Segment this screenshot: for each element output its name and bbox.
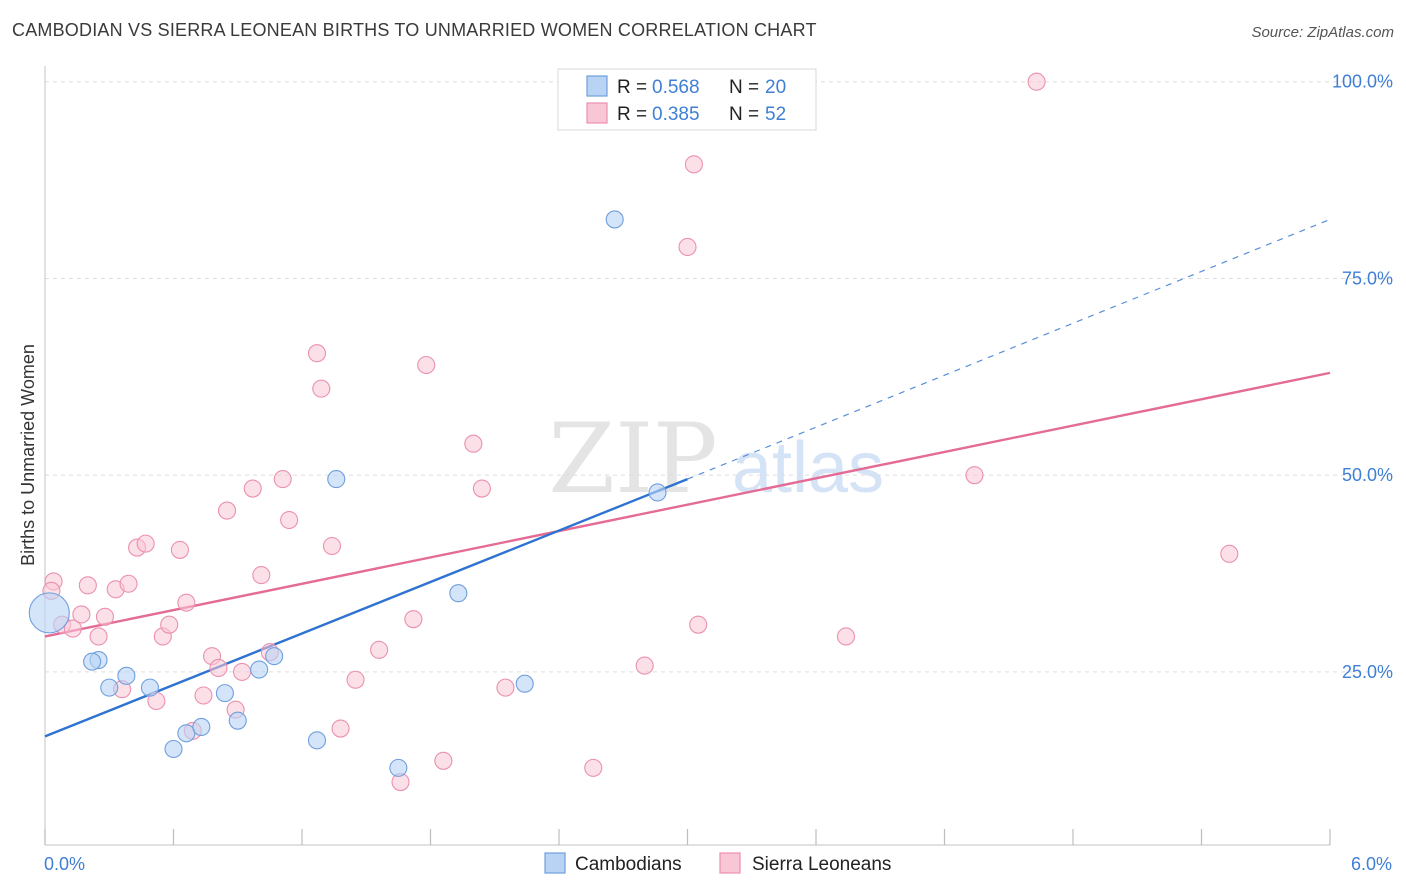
legend-bottom-swatch-cambodians	[544, 852, 566, 874]
point-sierra-leoneans	[280, 510, 299, 530]
legend-r-value-sierra: 0.385	[652, 104, 700, 125]
point-cambodians	[100, 678, 119, 697]
x-ticks	[44, 829, 1331, 845]
point-sierra-leoneans	[78, 576, 97, 595]
y-axis-label: Births to Unmarried Women	[18, 344, 38, 566]
point-sierra-leoneans	[496, 678, 515, 697]
point-cambodians	[117, 666, 136, 685]
x-tick-label: 0.0%	[44, 854, 85, 874]
watermark-atlas: atlas	[732, 428, 884, 508]
legend-r-label-sierra: R =	[617, 104, 647, 125]
y-tick-label: 100.0%	[1332, 72, 1393, 92]
legend-bottom-label-cambodians: Cambodians	[575, 854, 682, 875]
point-sierra-leoneans	[273, 470, 292, 489]
point-cambodians	[83, 652, 102, 671]
point-sierra-leoneans	[119, 574, 138, 593]
point-cambodians	[250, 660, 269, 679]
point-sierra-leoneans	[307, 344, 327, 363]
legend-n-value-cambodians: 20	[765, 77, 786, 98]
point-sierra-leoneans	[684, 155, 703, 174]
legend-top: R = 0.568 N = 20 R = 0.385 N = 52	[557, 68, 817, 131]
trendline-sierra-leoneans	[44, 371, 1331, 638]
point-sierra-leoneans	[331, 719, 350, 738]
point-sierra-leoneans	[89, 627, 108, 646]
y-tick-label: 75.0%	[1342, 268, 1393, 288]
legend-r-value-cambodians: 0.568	[652, 77, 700, 98]
point-sierra-leoneans	[1220, 544, 1239, 563]
data-points	[28, 72, 1239, 792]
point-sierra-leoneans	[312, 379, 331, 398]
point-sierra-leoneans	[417, 355, 436, 375]
point-sierra-leoneans	[72, 605, 91, 624]
point-sierra-leoneans	[136, 534, 155, 553]
point-cambodians	[648, 483, 667, 502]
trendline-cambodians-projection	[687, 218, 1331, 480]
point-cambodians	[515, 674, 534, 693]
y-tick-labels: 25.0% 50.0% 75.0% 100.0%	[1332, 72, 1393, 682]
point-sierra-leoneans	[635, 656, 654, 675]
x-tick-label: 6.0%	[1351, 854, 1392, 874]
legend-bottom-label-sierra: Sierra Leoneans	[752, 854, 891, 875]
point-cambodians	[265, 647, 284, 666]
point-cambodians	[228, 711, 247, 730]
point-cambodians	[192, 717, 211, 737]
point-sierra-leoneans	[346, 670, 365, 689]
point-sierra-leoneans	[464, 434, 483, 453]
legend-swatch-sierra	[586, 102, 608, 124]
point-sierra-leoneans	[95, 607, 115, 626]
point-sierra-leoneans	[1027, 72, 1046, 91]
point-sierra-leoneans	[370, 640, 389, 659]
legend-n-label-sierra: N =	[729, 104, 759, 125]
y-tick-label: 25.0%	[1342, 662, 1393, 682]
point-cambodians	[605, 210, 624, 229]
legend-r-label-cambodians: R =	[617, 77, 647, 98]
point-cambodians	[449, 584, 468, 603]
legend-swatch-cambodians	[586, 75, 608, 97]
point-sierra-leoneans	[232, 662, 252, 681]
point-sierra-leoneans	[322, 536, 342, 556]
point-sierra-leoneans	[252, 566, 271, 585]
legend-n-label-cambodians: N =	[729, 77, 759, 98]
legend-bottom-swatch-sierra	[719, 852, 741, 874]
point-cambodians	[140, 678, 159, 697]
point-sierra-leoneans	[217, 501, 237, 520]
point-sierra-leoneans	[177, 593, 196, 612]
point-sierra-leoneans	[965, 466, 984, 485]
grid-lines	[45, 81, 1392, 673]
point-sierra-leoneans	[404, 610, 423, 629]
source-label: Source: ZipAtlas.com	[1251, 24, 1394, 41]
point-cambodians	[307, 731, 327, 750]
point-cambodians	[327, 470, 346, 489]
point-sierra-leoneans	[243, 479, 262, 498]
point-cambodians	[389, 758, 408, 777]
point-sierra-leoneans	[472, 479, 491, 498]
point-sierra-leoneans	[678, 237, 697, 257]
point-sierra-leoneans	[160, 615, 179, 634]
x-tick-labels: 0.0% 6.0%	[44, 854, 1392, 874]
chart-title: CAMBODIAN VS SIERRA LEONEAN BIRTHS TO UN…	[12, 20, 817, 40]
point-sierra-leoneans	[170, 540, 189, 559]
point-sierra-leoneans	[836, 627, 856, 646]
watermark-zip: ZIP	[548, 403, 717, 515]
point-cambodians	[28, 592, 70, 634]
legend-bottom: Cambodians Sierra Leoneans	[544, 852, 891, 875]
trendline-cambodians	[44, 477, 688, 738]
point-cambodians	[164, 739, 183, 759]
point-sierra-leoneans	[63, 619, 82, 638]
point-sierra-leoneans	[194, 686, 213, 705]
legend-n-value-sierra: 52	[765, 104, 786, 125]
point-sierra-leoneans	[209, 658, 228, 678]
y-tick-label: 50.0%	[1342, 465, 1393, 485]
point-cambodians	[215, 684, 234, 703]
point-sierra-leoneans	[689, 615, 708, 634]
point-sierra-leoneans	[434, 751, 453, 770]
point-sierra-leoneans	[584, 758, 603, 777]
